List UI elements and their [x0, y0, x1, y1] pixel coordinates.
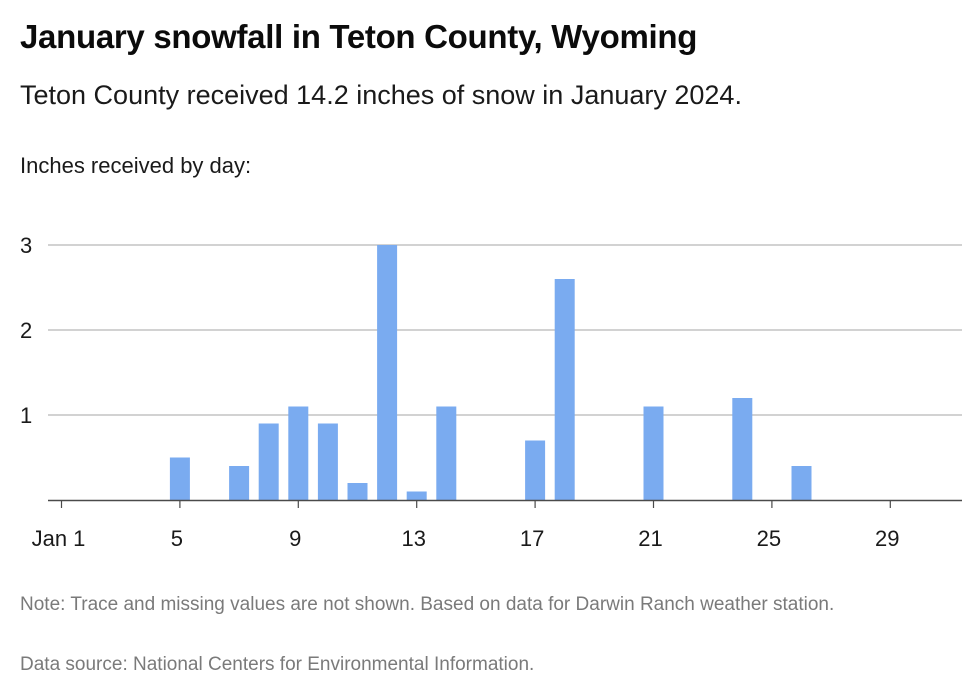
x-tick-label: 17: [520, 526, 544, 551]
chart-subtitle: Teton County received 14.2 inches of sno…: [20, 80, 742, 110]
axes: 1 2 3 Jan 1 5 9 13 17 21 25 29: [20, 233, 962, 551]
bar-day-12: [377, 245, 398, 500]
data-source: Data source: National Centers for Enviro…: [20, 654, 535, 675]
x-tick-label: 29: [875, 526, 899, 551]
bar-chart: 1 2 3 Jan 1 5 9 13 17 21 25 29: [20, 233, 962, 551]
bar-day-10: [317, 423, 338, 500]
x-tick-label: 21: [638, 526, 662, 551]
x-tick-label: 13: [401, 526, 425, 551]
y-tick-label: 3: [20, 233, 32, 258]
bars: [169, 245, 812, 500]
bar-day-5: [169, 457, 190, 500]
bar-day-26: [791, 466, 812, 500]
bar-day-21: [643, 406, 664, 500]
bar-day-17: [525, 440, 546, 500]
bar-day-24: [732, 398, 753, 500]
x-tick-label: 5: [171, 526, 183, 551]
bar-day-18: [554, 279, 575, 500]
y-axis-caption: Inches received by day:: [20, 153, 252, 178]
x-tick-label: Jan 1: [32, 526, 86, 551]
bar-day-9: [288, 406, 309, 500]
y-tick-label: 2: [20, 318, 32, 343]
chart-title: January snowfall in Teton County, Wyomin…: [20, 18, 698, 55]
chart-note: Note: Trace and missing values are not s…: [20, 594, 835, 615]
bar-day-14: [436, 406, 457, 500]
x-tick-label: 9: [289, 526, 301, 551]
gridlines: [48, 244, 962, 416]
x-tick-label: 25: [757, 526, 781, 551]
bar-day-13: [406, 491, 427, 500]
bar-day-11: [347, 483, 368, 500]
bar-day-7: [229, 466, 250, 500]
y-tick-label: 1: [20, 403, 32, 428]
bar-day-8: [258, 423, 279, 500]
